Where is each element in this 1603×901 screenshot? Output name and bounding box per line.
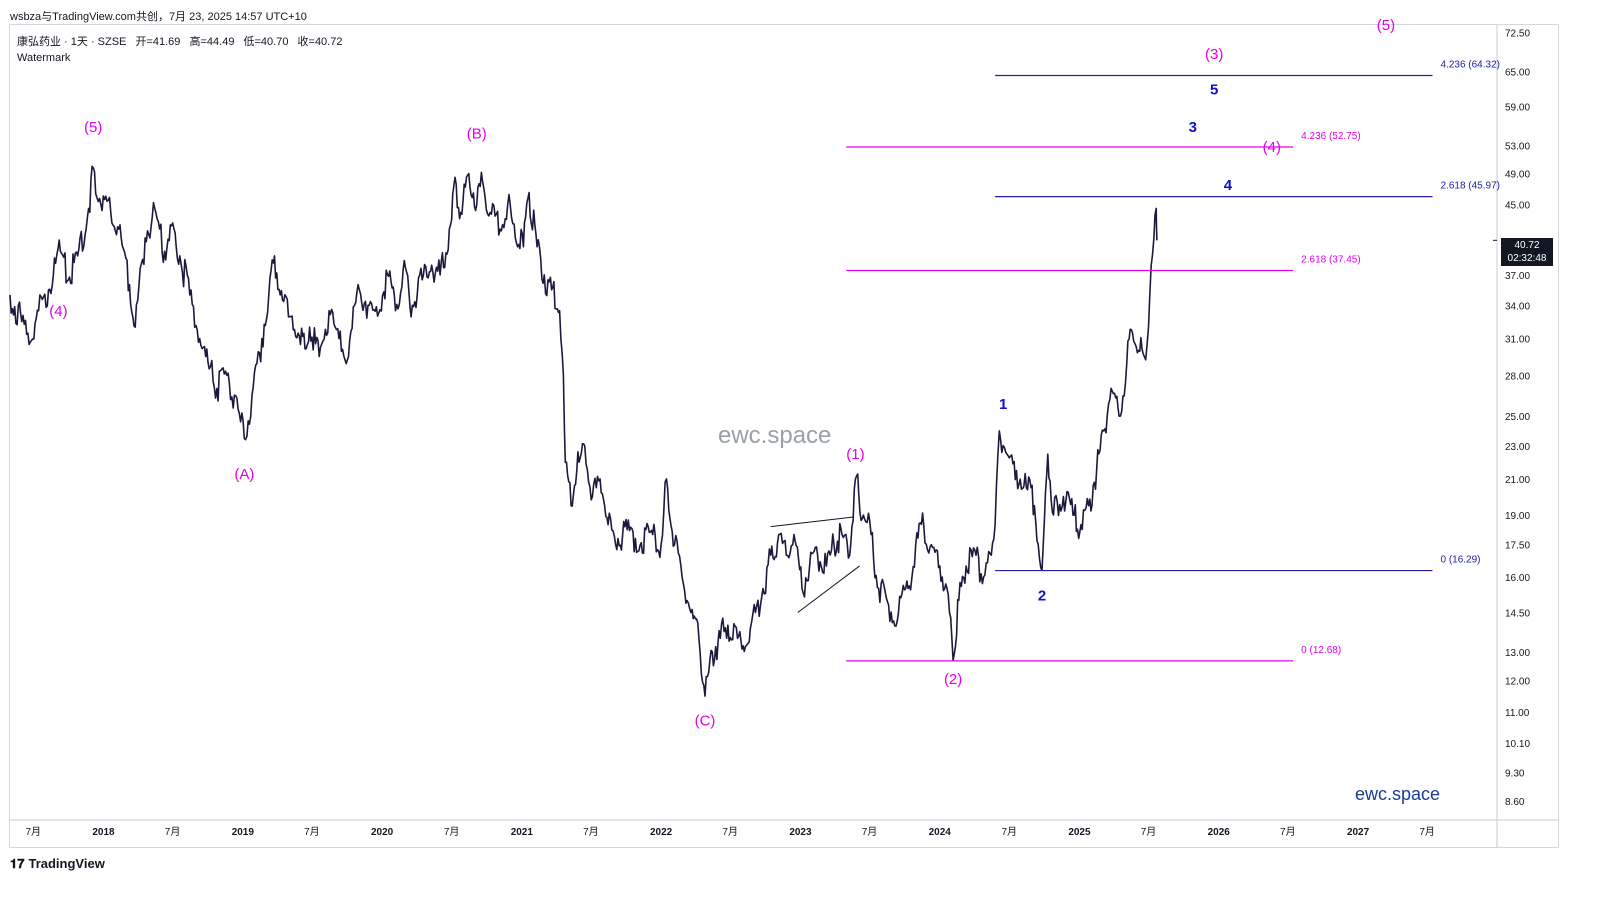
legend-open: 开=41.69 [135, 36, 181, 48]
x-tick-label: 7月 [862, 826, 878, 838]
wave-label: 2 [1038, 587, 1046, 604]
x-tick-label: 7月 [165, 826, 181, 838]
wave-label: (5) [1377, 17, 1395, 34]
y-tick-label: 16.00 [1505, 573, 1530, 584]
y-tick-label: 11.00 [1505, 708, 1530, 719]
y-tick-label: 23.00 [1505, 442, 1530, 453]
x-tick-label: 7月 [444, 826, 460, 838]
y-tick-label: 53.00 [1505, 141, 1530, 152]
x-tick-label: 2023 [789, 827, 812, 838]
x-tick-label: 7月 [1141, 826, 1157, 838]
wave-label: (B) [467, 126, 487, 143]
wave-label: 1 [999, 396, 1007, 413]
tradingview-logo[interactable]: 𝟏𝟕 TradingView [10, 856, 105, 872]
wave-label: (1) [846, 446, 864, 463]
y-tick-label: 9.30 [1505, 769, 1525, 780]
brand-text: ewc.space [1355, 784, 1441, 804]
last-price: 40.72 [1514, 240, 1540, 251]
y-tick-label: 37.00 [1505, 271, 1530, 282]
x-tick-label: 7月 [583, 826, 599, 838]
x-tick-label: 2027 [1347, 827, 1370, 838]
y-tick-label: 17.50 [1505, 541, 1530, 552]
fib-level-label: 0 (16.29) [1440, 555, 1480, 566]
chart-legend: 康弘药业 · 1天 · SZSE 开=41.69 高=44.49 低=40.70… [17, 34, 348, 66]
fib-level-label: 2.618 (37.45) [1301, 254, 1361, 265]
fib-level-label: 4.236 (64.32) [1440, 60, 1500, 71]
x-tick-label: 2022 [650, 827, 673, 838]
y-tick-label: 45.00 [1505, 200, 1530, 211]
wave-label: (3) [1205, 46, 1223, 63]
y-tick-label: 13.00 [1505, 648, 1530, 659]
legend-close: 收=40.72 [297, 36, 343, 48]
x-tick-label: 7月 [304, 826, 320, 838]
y-tick-label: 65.00 [1505, 68, 1530, 79]
chart-frame [9, 24, 1559, 848]
legend-symbol[interactable]: 康弘药业 · 1天 · SZSE [17, 36, 127, 48]
x-tick-label: 7月 [26, 826, 42, 838]
y-tick-label: 10.10 [1505, 739, 1530, 750]
x-tick-label: 2019 [232, 827, 255, 838]
fib-level-label: 2.618 (45.97) [1440, 181, 1500, 192]
price-series-line [9, 165, 1158, 697]
wave-label: (5) [84, 119, 102, 136]
y-tick-label: 28.00 [1505, 371, 1530, 382]
y-tick-label: 8.60 [1505, 797, 1525, 808]
legend-high: 高=44.49 [189, 36, 235, 48]
wave-label: (A) [234, 466, 254, 483]
y-tick-label: 31.00 [1505, 335, 1530, 346]
x-tick-label: 7月 [1280, 826, 1296, 838]
y-tick-label: 21.00 [1505, 475, 1530, 486]
y-tick-label: 19.00 [1505, 511, 1530, 522]
fib-level-label: 4.236 (52.75) [1301, 131, 1361, 142]
y-tick-label: 12.00 [1505, 677, 1530, 688]
wave-label: 4 [1224, 177, 1233, 194]
y-tick-label: 14.50 [1505, 609, 1530, 620]
tradingview-label: TradingView [28, 856, 105, 871]
x-tick-label: 7月 [722, 826, 738, 838]
x-tick-label: 2020 [371, 827, 394, 838]
legend-low: 低=40.70 [243, 36, 289, 48]
y-tick-label: 59.00 [1505, 103, 1530, 114]
tradingview-icon: 𝟏𝟕 [10, 856, 25, 871]
triangle-trendline [797, 565, 860, 613]
x-tick-label: 2026 [1208, 827, 1231, 838]
x-tick-label: 7月 [1001, 826, 1017, 838]
x-tick-label: 2021 [511, 827, 534, 838]
x-tick-label: 7月 [1419, 826, 1435, 838]
y-tick-label: 34.00 [1505, 301, 1530, 312]
x-tick-label: 2024 [929, 827, 952, 838]
x-tick-label: 2018 [92, 827, 115, 838]
wave-label: (2) [944, 671, 962, 688]
triangle-trendline [770, 516, 854, 528]
center-watermark: ewc.space [718, 422, 832, 449]
fib-level-label: 0 (12.68) [1301, 645, 1341, 656]
y-tick-label: 49.00 [1505, 170, 1530, 181]
bar-countdown: 02:32:48 [1507, 253, 1547, 264]
y-tick-label: 25.00 [1505, 412, 1530, 423]
x-tick-label: 2025 [1068, 827, 1091, 838]
legend-watermark: Watermark [17, 52, 71, 64]
wave-label: (4) [1263, 139, 1281, 156]
wave-label: 3 [1189, 119, 1197, 136]
wave-label: (C) [695, 712, 716, 729]
wave-label: (4) [49, 303, 67, 320]
wave-label: 5 [1210, 82, 1218, 99]
last-price-tag: 40.72 02:32:48 [1501, 238, 1553, 266]
y-tick-label: 72.50 [1505, 28, 1530, 39]
top-caption: wsbza与TradingView.com共创，7月 23, 2025 14:5… [10, 11, 307, 23]
